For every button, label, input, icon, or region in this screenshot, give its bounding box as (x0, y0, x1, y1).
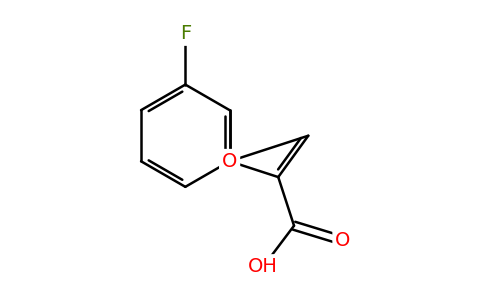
Text: F: F (180, 24, 191, 43)
Text: O: O (335, 231, 350, 250)
Text: OH: OH (248, 257, 278, 276)
Text: O: O (222, 152, 237, 171)
